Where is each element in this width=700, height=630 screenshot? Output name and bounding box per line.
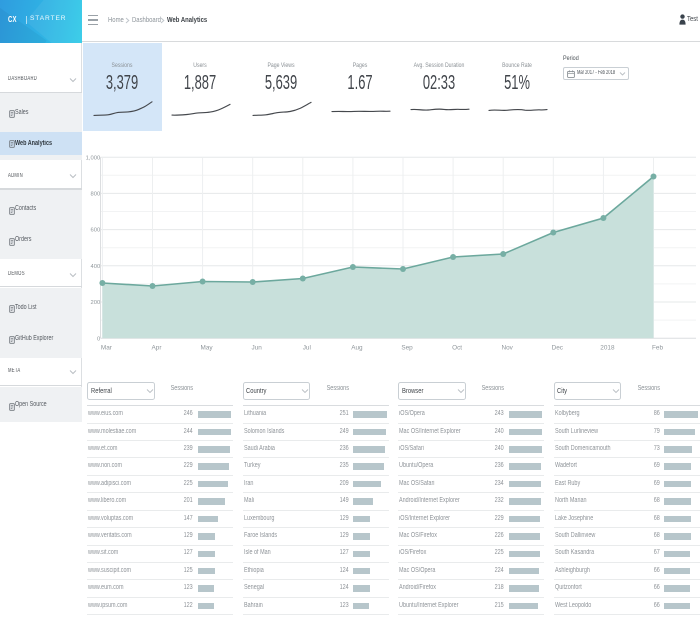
svg-text:Jul: Jul [303, 345, 311, 352]
svg-text:May: May [201, 345, 214, 352]
svg-text:Sep: Sep [401, 345, 413, 352]
svg-text:200: 200 [91, 300, 101, 306]
svg-text:400: 400 [91, 264, 101, 270]
svg-text:Aug: Aug [351, 345, 363, 352]
svg-text:Nov: Nov [502, 345, 514, 352]
svg-text:0: 0 [97, 336, 100, 342]
svg-text:Oct: Oct [452, 345, 462, 352]
svg-text:600: 600 [91, 228, 101, 234]
svg-text:Feb: Feb [652, 345, 663, 352]
svg-text:1,000: 1,000 [86, 155, 101, 161]
svg-text:2018: 2018 [600, 345, 615, 352]
svg-text:Jun: Jun [252, 345, 263, 352]
svg-text:Apr: Apr [152, 345, 163, 352]
svg-text:Mar: Mar [101, 345, 113, 352]
svg-text:Dec: Dec [552, 345, 564, 352]
svg-text:800: 800 [91, 192, 101, 198]
